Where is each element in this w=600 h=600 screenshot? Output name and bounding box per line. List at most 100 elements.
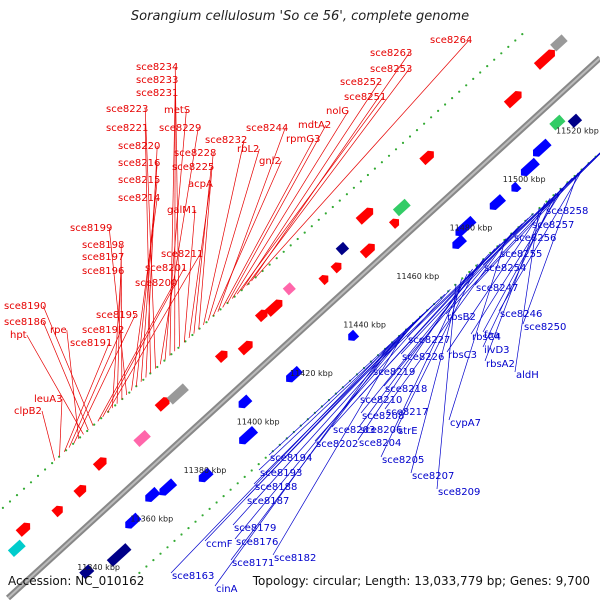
- leader-line: [63, 342, 110, 453]
- track-dot: [461, 277, 464, 280]
- gene-label-reverse: sce8206: [360, 425, 402, 436]
- gene-label-reverse: sce8227: [408, 335, 450, 346]
- gene-label-forward: sce8252: [340, 77, 382, 88]
- track-dot: [44, 468, 47, 471]
- track-dot: [387, 154, 391, 157]
- leader-line: [144, 127, 152, 374]
- leader-line: [384, 233, 512, 410]
- gene-feature: [237, 340, 253, 356]
- track-dot: [236, 482, 239, 485]
- gene-label-forward: acpA: [188, 179, 213, 190]
- gene-block: [335, 241, 350, 256]
- gene-feature: [335, 241, 350, 256]
- gene-label-reverse: sce8204: [359, 438, 401, 449]
- track-dot: [36, 474, 40, 477]
- gene-arrow-forward: [355, 207, 374, 225]
- track-dot: [500, 52, 503, 55]
- gene-arrow-forward: [15, 522, 31, 537]
- gene-label-reverse: sce8256: [514, 233, 556, 244]
- leader-line: [234, 319, 418, 540]
- gene-feature: [520, 157, 540, 177]
- leader-line: [232, 314, 423, 526]
- gene-block: [79, 564, 95, 580]
- gene-label-forward: clpB2: [14, 406, 42, 417]
- gene-arrow-forward: [359, 243, 375, 259]
- gene-label-reverse: sce8209: [438, 487, 480, 498]
- track-dot: [201, 514, 204, 517]
- leader-line: [232, 110, 349, 299]
- track-dot: [423, 122, 426, 125]
- scale-label: 11400 kbp: [237, 418, 280, 427]
- leader-line: [66, 329, 80, 439]
- leader-line: [246, 68, 410, 286]
- track-dot: [156, 365, 159, 369]
- track-dot: [229, 488, 232, 491]
- gene-label-forward: sce8197: [82, 252, 124, 263]
- leader-line: [144, 108, 156, 369]
- gene-label-forward: leuA3: [34, 394, 62, 405]
- gene-label-reverse: faa: [484, 330, 500, 341]
- label-connector-lines: [26, 39, 600, 587]
- track-dot: [100, 417, 103, 420]
- scale-label: 11460 kbp: [396, 272, 439, 281]
- gene-block: [166, 383, 189, 405]
- gene-label-reverse: sce8255: [500, 249, 542, 260]
- scale-label: 11440 kbp: [343, 320, 386, 329]
- gene-feature: [533, 49, 555, 70]
- leader-line: [445, 177, 573, 315]
- track-dot: [373, 167, 376, 170]
- leader-line: [169, 92, 176, 356]
- gene-label-forward: sce8211: [161, 249, 203, 260]
- gene-arrow-reverse: [455, 215, 477, 237]
- gene-arrow-reverse: [145, 486, 161, 502]
- gene-arrow-forward: [214, 350, 228, 364]
- leader-line: [73, 314, 136, 444]
- track-dot: [173, 539, 176, 543]
- gene-label-forward: sce8244: [246, 123, 288, 134]
- gene-label-forward: sce8200: [135, 278, 177, 289]
- gene-label-reverse: rbsC3: [448, 350, 477, 361]
- gene-label-reverse: aldH: [516, 370, 539, 381]
- gene-block: [549, 114, 566, 131]
- gene-label-forward: nolG: [326, 106, 349, 117]
- gene-label-reverse: sce8250: [524, 322, 566, 333]
- track-dot: [215, 501, 218, 504]
- track-dot: [317, 218, 320, 221]
- gene-label-reverse: sce8171: [232, 558, 274, 569]
- leader-line: [102, 267, 185, 418]
- gene-arrow-reverse: [198, 467, 214, 483]
- topology-text: Topology: circular; Length: 13,033,779 b…: [252, 574, 590, 588]
- leader-line: [174, 79, 176, 352]
- gene-label-forward: sce8192: [82, 325, 124, 336]
- track-dot: [507, 45, 510, 49]
- gene-feature: [92, 457, 107, 471]
- track-dot: [366, 173, 369, 177]
- gene-feature: [567, 113, 583, 128]
- gene-label-forward: sce8186: [4, 317, 46, 328]
- gene-label-reverse: sce8218: [385, 384, 427, 395]
- gene-label-reverse: sce8257: [532, 220, 574, 231]
- gene-feature: [125, 512, 142, 529]
- gene-label-forward: sce8220: [118, 141, 160, 152]
- leader-line: [135, 179, 158, 387]
- gene-label-forward: sce8264: [430, 35, 472, 46]
- gene-feature: [419, 150, 434, 166]
- leader-line: [41, 410, 56, 461]
- track-dot: [345, 193, 348, 196]
- track-dot: [142, 378, 145, 381]
- gene-label-reverse: sce8188: [255, 482, 297, 493]
- leader-line: [383, 228, 518, 387]
- leader-line: [482, 187, 562, 333]
- track-dot: [8, 500, 12, 503]
- gene-block: [567, 113, 583, 128]
- leader-line: [183, 209, 196, 343]
- gene-label-forward: sce8231: [136, 88, 178, 99]
- track-dot: [22, 487, 26, 490]
- green-dots-track: [1, 33, 597, 575]
- gene-arrow-reverse: [159, 478, 178, 496]
- gene-block: [106, 543, 132, 567]
- gene-label-reverse: ilvD3: [484, 345, 510, 356]
- leader-line: [164, 109, 187, 360]
- track-dot: [121, 397, 124, 401]
- track-dot: [545, 200, 548, 203]
